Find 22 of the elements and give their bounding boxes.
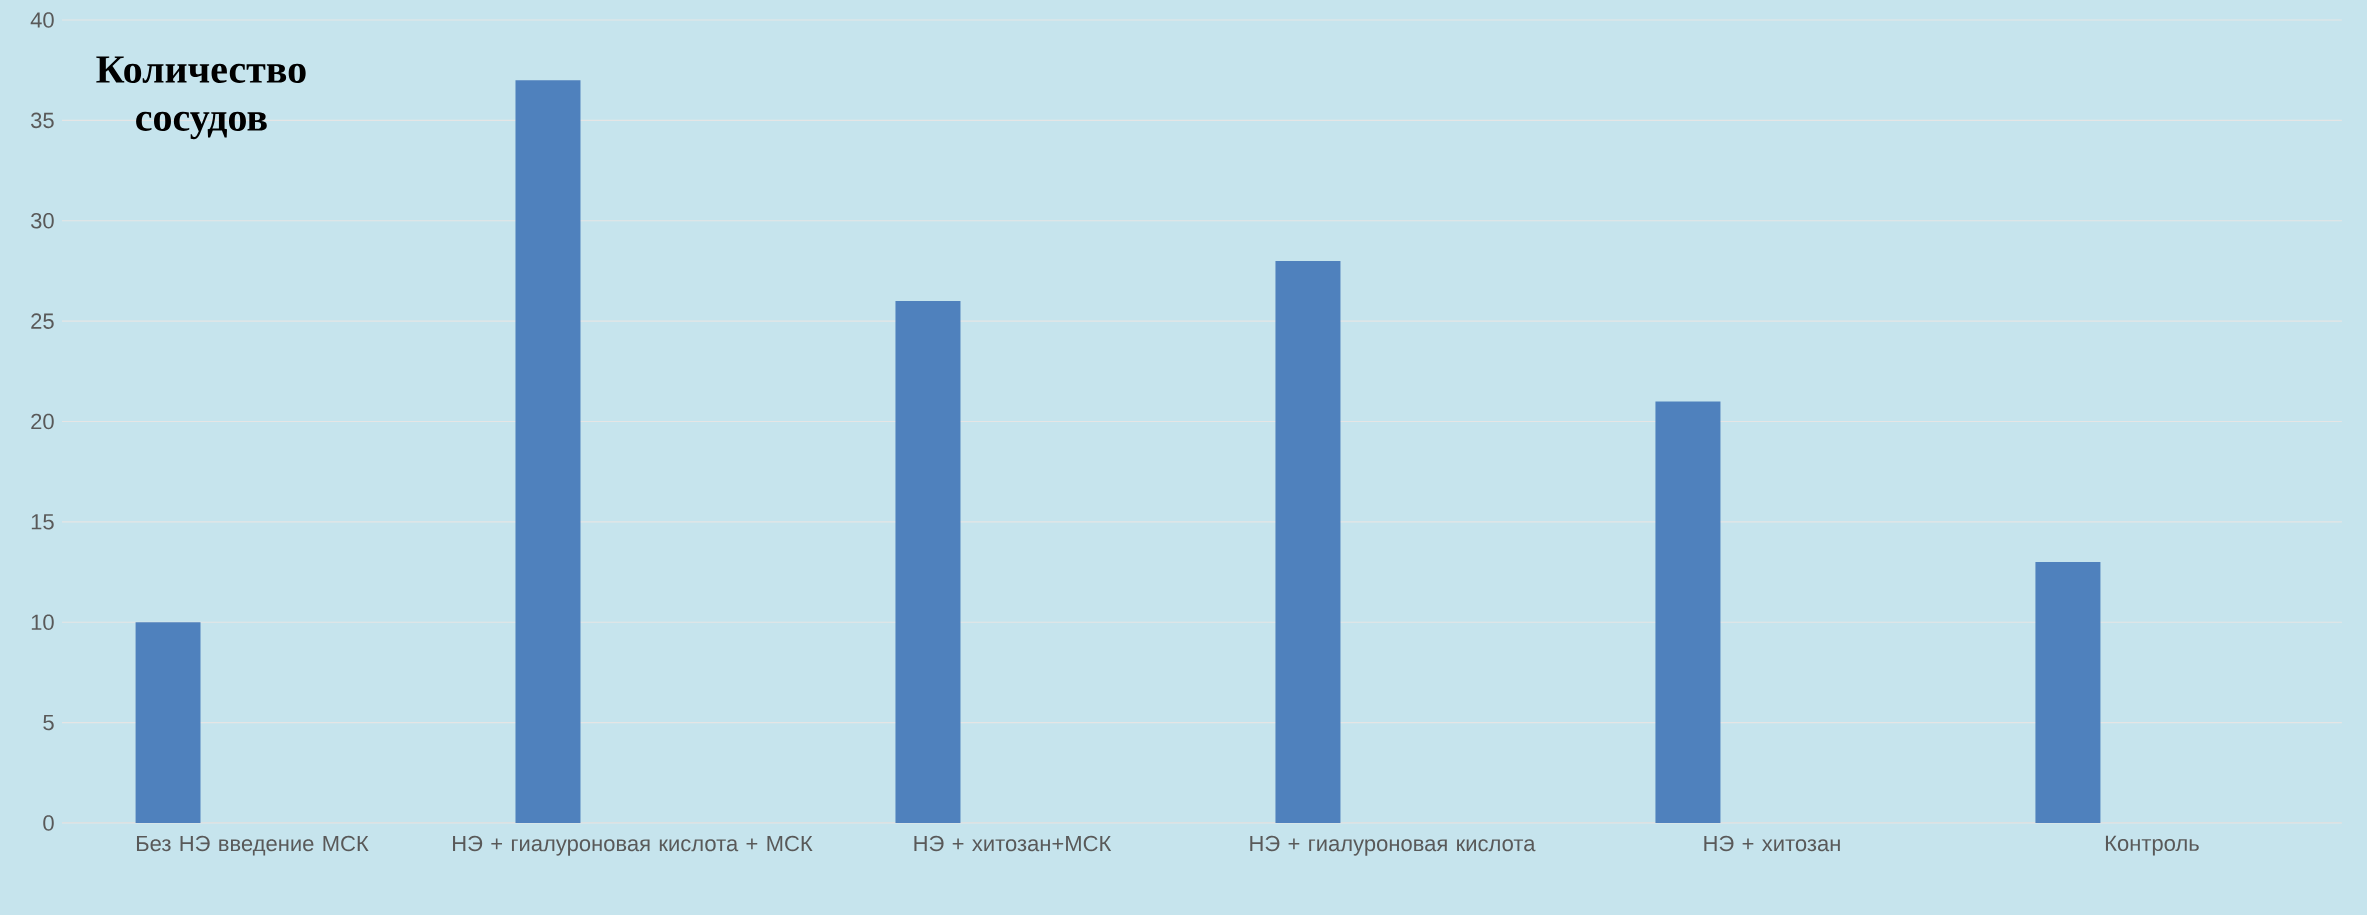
y-tick-label: 0 [43,815,54,831]
y-tick-label: 20 [31,413,54,430]
y-tick-label: 40 [30,12,54,28]
y-tick-label: 10 [31,614,54,631]
bar [1275,260,1341,823]
bar [515,80,581,823]
y-tick-label: 15 [31,514,54,530]
x-tick-label: Без НЭ введение МСК [136,835,369,856]
bar [2035,562,2101,823]
y-tick-label: 35 [30,112,54,129]
y-axis-title: Количество сосудов [96,56,306,140]
x-tick-label: Контроль [2105,835,2199,856]
x-tick-label: НЭ + гиалуроновая кислота + МСК [453,835,813,856]
y-tick-label: 30 [30,212,54,229]
bar [1655,401,1721,823]
bar [135,622,201,823]
y-tick-label: 5 [43,714,54,731]
x-tick-label: НЭ + хитозан+МСК [914,835,1112,852]
y-tick-label: 25 [31,313,54,329]
x-tick-label: НЭ + хитозан [1704,835,1840,852]
bar [895,301,961,823]
x-tick-label: НЭ + гиалуроновая кислота [1250,835,1536,856]
